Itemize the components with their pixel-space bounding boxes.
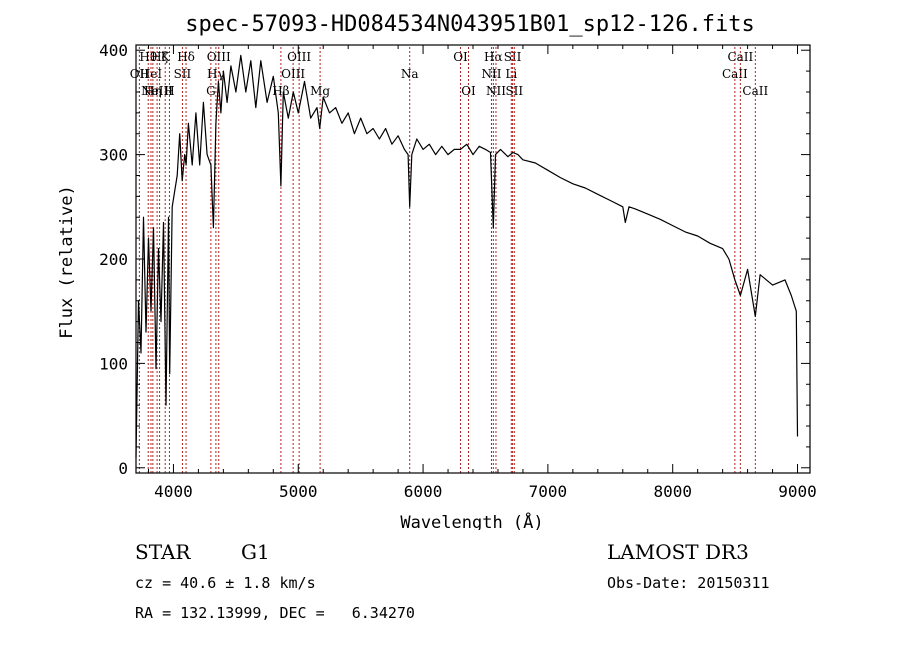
marker-label-9: Hδ — [177, 50, 195, 64]
marker-label-11: Hγ — [207, 67, 225, 81]
marker-label-8: SII — [174, 67, 192, 81]
marker-label-23: Li — [505, 67, 517, 81]
marker-label-10: G — [206, 84, 216, 98]
marker-label-14: OIII — [281, 67, 305, 81]
plot-frame — [135, 44, 811, 474]
chart-title: spec-57093-HD084534N043951B01_sp12-126.f… — [185, 12, 755, 37]
marker-label-0: OII — [130, 67, 150, 81]
marker-label-17: Na — [401, 67, 419, 81]
marker-label-19: OI — [461, 84, 476, 98]
spectrum-chart: spec-57093-HD084534N043951B01_sp12-126.f… — [57, 12, 817, 530]
x-tick-label-5: 9000 — [778, 482, 817, 501]
x-tick-label-1: 5000 — [279, 482, 318, 501]
marker-label-13: Hβ — [272, 84, 289, 98]
marker-label-6: K — [161, 50, 171, 64]
y-tick-label-1: 100 — [99, 354, 128, 373]
marker-label-28: CaII — [742, 84, 768, 98]
marker-label-20: NII — [481, 67, 501, 81]
marker-label-25: SII — [505, 84, 523, 98]
spectrum-line-flux — [135, 54, 799, 458]
coordinates-line: RA = 132.13999, DEC = 6.34270 — [135, 604, 415, 622]
y-tick-label-2: 200 — [99, 250, 128, 269]
marker-label-12: OIII — [207, 50, 231, 64]
obs-date: Obs-Date: 20150311 — [607, 574, 770, 592]
marker-label-22: NII — [486, 84, 506, 98]
survey-name: LAMOST DR3 — [607, 540, 749, 564]
plot-area — [135, 54, 799, 458]
x-tick-label-0: 4000 — [154, 482, 193, 501]
object-subclass: G1 — [241, 540, 270, 564]
y-axis-label: Flux (relative) — [57, 185, 77, 339]
y-tick-label-0: 0 — [118, 459, 128, 478]
marker-label-26: CaII — [722, 67, 748, 81]
y-tick-label-4: 400 — [99, 41, 128, 60]
marker-label-27: CaII — [727, 50, 753, 64]
marker-label-7: H — [164, 84, 174, 98]
x-tick-label-4: 8000 — [653, 482, 692, 501]
axes: 4000 5000 6000 7000 8000 9000 0 100 200 300 400 — [99, 41, 817, 501]
x-axis-label: Wavelength (Å) — [400, 511, 543, 530]
marker-label-2: HeI — [140, 67, 163, 81]
line-markers: OIIHθHeIHηNeIIIHζKHSIIHδGHγOIIIHβOIIIOII… — [130, 47, 768, 473]
marker-label-24: SII — [504, 50, 522, 64]
x-tick-label-2: 6000 — [404, 482, 443, 501]
x-tick-label-3: 7000 — [529, 482, 568, 501]
redshift-line: cz = 40.6 ± 1.8 km/s — [135, 574, 316, 592]
marker-label-15: OIII — [287, 50, 311, 64]
marker-label-18: OI — [453, 50, 468, 64]
y-tick-label-3: 300 — [99, 146, 128, 165]
marker-label-5: Hζ — [151, 50, 168, 64]
object-class: STAR — [135, 540, 191, 564]
marker-label-21: Hα — [484, 50, 503, 64]
marker-label-16: Mg — [310, 84, 330, 98]
